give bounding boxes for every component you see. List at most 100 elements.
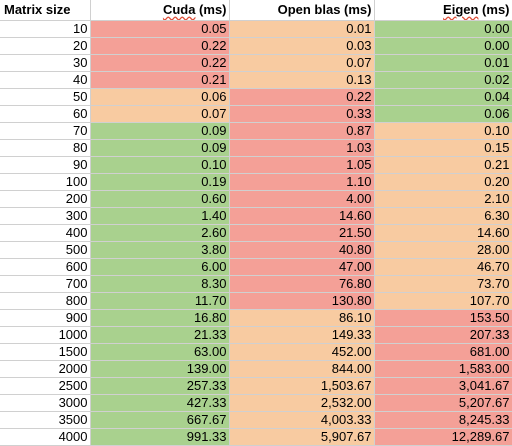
cell-cuda[interactable]: 2.60 xyxy=(90,224,230,242)
cell-matrix-size[interactable]: 80 xyxy=(0,139,91,157)
cell-matrix-size[interactable]: 4000 xyxy=(0,428,91,446)
cell-matrix-size[interactable]: 40 xyxy=(0,71,91,89)
cell-eigen[interactable]: 0.01 xyxy=(374,54,512,72)
cell-openblas[interactable]: 40.80 xyxy=(229,241,375,259)
cell-openblas[interactable]: 76.80 xyxy=(229,275,375,293)
cell-openblas[interactable]: 1,503.67 xyxy=(229,377,375,395)
cell-matrix-size[interactable]: 50 xyxy=(0,88,91,106)
cell-matrix-size[interactable]: 900 xyxy=(0,309,91,327)
cell-matrix-size[interactable]: 800 xyxy=(0,292,91,310)
cell-matrix-size[interactable]: 400 xyxy=(0,224,91,242)
cell-matrix-size[interactable]: 60 xyxy=(0,105,91,123)
cell-eigen[interactable]: 0.10 xyxy=(374,122,512,140)
cell-openblas[interactable]: 2,532.00 xyxy=(229,394,375,412)
cell-matrix-size[interactable]: 70 xyxy=(0,122,91,140)
cell-eigen[interactable]: 0.02 xyxy=(374,71,512,89)
header-cuda[interactable]: Cuda (ms) xyxy=(90,0,230,21)
cell-eigen[interactable]: 3,041.67 xyxy=(374,377,512,395)
cell-matrix-size[interactable]: 2000 xyxy=(0,360,91,378)
cell-cuda[interactable]: 3.80 xyxy=(90,241,230,259)
cell-openblas[interactable]: 14.60 xyxy=(229,207,375,225)
cell-matrix-size[interactable]: 100 xyxy=(0,173,91,191)
cell-matrix-size[interactable]: 300 xyxy=(0,207,91,225)
cell-cuda[interactable]: 0.60 xyxy=(90,190,230,208)
cell-openblas[interactable]: 1.03 xyxy=(229,139,375,157)
cell-matrix-size[interactable]: 2500 xyxy=(0,377,91,395)
cell-cuda[interactable]: 21.33 xyxy=(90,326,230,344)
cell-openblas[interactable]: 4.00 xyxy=(229,190,375,208)
cell-eigen[interactable]: 5,207.67 xyxy=(374,394,512,412)
cell-eigen[interactable]: 207.33 xyxy=(374,326,512,344)
cell-openblas[interactable]: 1.05 xyxy=(229,156,375,174)
cell-eigen[interactable]: 107.70 xyxy=(374,292,512,310)
cell-matrix-size[interactable]: 90 xyxy=(0,156,91,174)
cell-cuda[interactable]: 0.22 xyxy=(90,54,230,72)
cell-cuda[interactable]: 427.33 xyxy=(90,394,230,412)
cell-matrix-size[interactable]: 3500 xyxy=(0,411,91,429)
cell-eigen[interactable]: 153.50 xyxy=(374,309,512,327)
cell-openblas[interactable]: 0.07 xyxy=(229,54,375,72)
cell-openblas[interactable]: 47.00 xyxy=(229,258,375,276)
cell-openblas[interactable]: 0.22 xyxy=(229,88,375,106)
cell-cuda[interactable]: 0.19 xyxy=(90,173,230,191)
cell-cuda[interactable]: 139.00 xyxy=(90,360,230,378)
cell-matrix-size[interactable]: 200 xyxy=(0,190,91,208)
cell-eigen[interactable]: 12,289.67 xyxy=(374,428,512,446)
cell-eigen[interactable]: 28.00 xyxy=(374,241,512,259)
cell-cuda[interactable]: 8.30 xyxy=(90,275,230,293)
cell-openblas[interactable]: 0.01 xyxy=(229,20,375,38)
cell-matrix-size[interactable]: 1500 xyxy=(0,343,91,361)
cell-openblas[interactable]: 452.00 xyxy=(229,343,375,361)
cell-openblas[interactable]: 844.00 xyxy=(229,360,375,378)
cell-cuda[interactable]: 667.67 xyxy=(90,411,230,429)
cell-eigen[interactable]: 1,583.00 xyxy=(374,360,512,378)
cell-cuda[interactable]: 63.00 xyxy=(90,343,230,361)
header-eigen[interactable]: Eigen (ms) xyxy=(374,0,512,21)
cell-cuda[interactable]: 0.09 xyxy=(90,139,230,157)
cell-cuda[interactable]: 6.00 xyxy=(90,258,230,276)
cell-openblas[interactable]: 1.10 xyxy=(229,173,375,191)
cell-cuda[interactable]: 0.22 xyxy=(90,37,230,55)
cell-openblas[interactable]: 149.33 xyxy=(229,326,375,344)
cell-openblas[interactable]: 0.33 xyxy=(229,105,375,123)
cell-cuda[interactable]: 0.10 xyxy=(90,156,230,174)
cell-eigen[interactable]: 0.20 xyxy=(374,173,512,191)
cell-cuda[interactable]: 0.06 xyxy=(90,88,230,106)
cell-eigen[interactable]: 0.21 xyxy=(374,156,512,174)
cell-matrix-size[interactable]: 30 xyxy=(0,54,91,72)
cell-openblas[interactable]: 5,907.67 xyxy=(229,428,375,446)
cell-cuda[interactable]: 11.70 xyxy=(90,292,230,310)
cell-eigen[interactable]: 2.10 xyxy=(374,190,512,208)
cell-cuda[interactable]: 0.21 xyxy=(90,71,230,89)
cell-cuda[interactable]: 257.33 xyxy=(90,377,230,395)
header-matrix-size[interactable]: Matrix size xyxy=(0,0,91,21)
cell-cuda[interactable]: 0.09 xyxy=(90,122,230,140)
cell-eigen[interactable]: 46.70 xyxy=(374,258,512,276)
cell-eigen[interactable]: 73.70 xyxy=(374,275,512,293)
cell-cuda[interactable]: 0.07 xyxy=(90,105,230,123)
cell-matrix-size[interactable]: 700 xyxy=(0,275,91,293)
cell-cuda[interactable]: 991.33 xyxy=(90,428,230,446)
cell-openblas[interactable]: 0.03 xyxy=(229,37,375,55)
cell-eigen[interactable]: 0.00 xyxy=(374,37,512,55)
cell-eigen[interactable]: 8,245.33 xyxy=(374,411,512,429)
cell-eigen[interactable]: 14.60 xyxy=(374,224,512,242)
cell-eigen[interactable]: 0.15 xyxy=(374,139,512,157)
cell-openblas[interactable]: 86.10 xyxy=(229,309,375,327)
cell-openblas[interactable]: 21.50 xyxy=(229,224,375,242)
cell-openblas[interactable]: 0.87 xyxy=(229,122,375,140)
cell-cuda[interactable]: 1.40 xyxy=(90,207,230,225)
cell-matrix-size[interactable]: 1000 xyxy=(0,326,91,344)
cell-eigen[interactable]: 0.00 xyxy=(374,20,512,38)
cell-matrix-size[interactable]: 3000 xyxy=(0,394,91,412)
cell-openblas[interactable]: 130.80 xyxy=(229,292,375,310)
cell-eigen[interactable]: 0.04 xyxy=(374,88,512,106)
cell-matrix-size[interactable]: 10 xyxy=(0,20,91,38)
cell-matrix-size[interactable]: 500 xyxy=(0,241,91,259)
header-openblas[interactable]: Open blas (ms) xyxy=(229,0,375,21)
cell-eigen[interactable]: 681.00 xyxy=(374,343,512,361)
cell-matrix-size[interactable]: 600 xyxy=(0,258,91,276)
cell-cuda[interactable]: 0.05 xyxy=(90,20,230,38)
cell-openblas[interactable]: 4,003.33 xyxy=(229,411,375,429)
cell-cuda[interactable]: 16.80 xyxy=(90,309,230,327)
